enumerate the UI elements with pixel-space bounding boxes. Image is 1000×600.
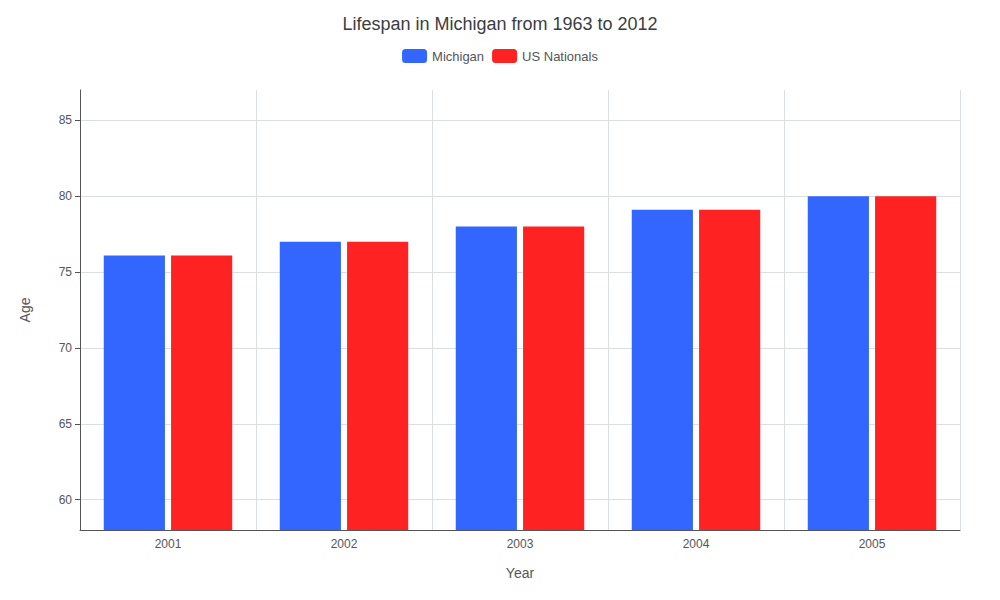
svg-text:2001: 2001 (155, 537, 182, 551)
svg-text:2005: 2005 (859, 537, 886, 551)
svg-text:60: 60 (59, 493, 73, 507)
svg-text:2003: 2003 (507, 537, 534, 551)
svg-text:75: 75 (59, 265, 73, 279)
svg-text:Michigan: Michigan (432, 49, 484, 64)
svg-text:US Nationals: US Nationals (522, 49, 598, 64)
svg-text:Year: Year (506, 565, 535, 581)
svg-text:65: 65 (59, 417, 73, 431)
svg-text:2004: 2004 (683, 537, 710, 551)
svg-text:85: 85 (59, 113, 73, 127)
svg-text:70: 70 (59, 341, 73, 355)
svg-text:Age: Age (17, 297, 33, 322)
svg-text:Lifespan in Michigan from 1963: Lifespan in Michigan from 1963 to 2012 (342, 14, 657, 34)
svg-text:2002: 2002 (331, 537, 358, 551)
svg-text:80: 80 (59, 189, 73, 203)
